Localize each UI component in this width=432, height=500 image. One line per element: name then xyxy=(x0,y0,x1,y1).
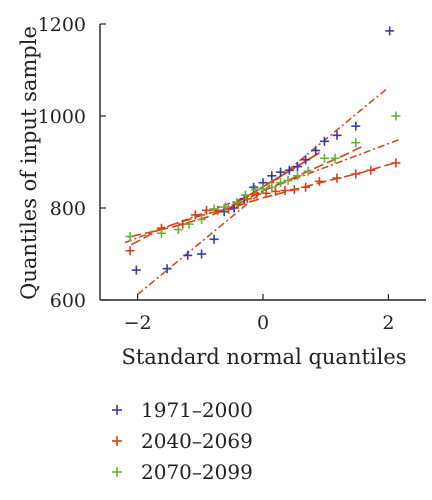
data-point xyxy=(267,182,277,192)
smooth-line xyxy=(130,161,399,246)
data-point xyxy=(284,165,294,175)
y-tick-label: 1200 xyxy=(38,14,86,36)
data-point xyxy=(162,264,172,274)
data-point xyxy=(233,199,243,209)
legend-item: 2070–2099 xyxy=(112,460,253,484)
legend-label: 2040–2069 xyxy=(141,429,253,453)
data-point xyxy=(280,186,290,196)
x-ticks: −2 0 2 xyxy=(124,294,394,334)
y-tick-label: 1000 xyxy=(38,106,86,128)
data-point xyxy=(156,228,166,238)
data-point xyxy=(301,155,311,165)
legend: 1971–2000 2040–2069 2070–2099 xyxy=(112,398,253,484)
data-point xyxy=(366,165,376,175)
data-point xyxy=(131,265,141,275)
data-point xyxy=(301,182,311,192)
data-point xyxy=(173,225,183,235)
data-point xyxy=(252,189,262,199)
data-point xyxy=(276,167,286,177)
legend-label: 2070–2099 xyxy=(141,460,253,484)
data-point xyxy=(303,166,313,176)
data-point xyxy=(351,121,361,131)
y-axis-title: Quantiles of input sample xyxy=(17,26,41,300)
data-point xyxy=(319,153,329,163)
y-tick-label: 800 xyxy=(50,198,86,220)
y-tick-label: 600 xyxy=(50,290,86,312)
data-points xyxy=(125,26,401,275)
data-point xyxy=(125,246,135,256)
data-point xyxy=(385,26,395,36)
x-axis-title: Standard normal quantiles xyxy=(121,345,406,369)
data-point xyxy=(220,202,230,212)
data-point xyxy=(314,176,324,186)
y-ticks: 600 800 1000 1200 xyxy=(38,14,106,312)
data-point xyxy=(267,171,277,181)
data-point xyxy=(283,175,293,185)
data-point xyxy=(332,130,342,140)
smooth-line xyxy=(131,145,364,238)
data-point xyxy=(258,184,268,194)
data-point xyxy=(197,215,207,224)
data-point xyxy=(391,158,401,168)
data-point xyxy=(332,173,342,183)
legend-label: 1971–2000 xyxy=(141,398,253,422)
data-point xyxy=(292,171,302,181)
data-point xyxy=(261,188,271,198)
data-point xyxy=(209,204,219,214)
legend-item: 2040–2069 xyxy=(112,429,253,453)
data-point xyxy=(184,219,194,229)
data-point xyxy=(202,205,212,215)
data-point xyxy=(276,178,286,188)
data-point xyxy=(240,190,250,200)
data-point xyxy=(190,210,200,220)
center-fit-line xyxy=(231,152,320,207)
data-point xyxy=(319,136,329,146)
x-tick-label: −2 xyxy=(124,312,152,334)
data-point xyxy=(351,169,361,179)
data-point xyxy=(250,185,260,195)
data-point xyxy=(232,197,242,207)
data-point xyxy=(311,146,321,155)
axes: −2 0 2 600 800 1000 1200 xyxy=(38,14,426,334)
data-point xyxy=(391,111,401,121)
legend-item: 1971–2000 xyxy=(112,398,253,422)
data-point xyxy=(289,185,299,195)
data-point xyxy=(183,250,193,260)
data-point xyxy=(125,232,135,242)
x-tick-label: 2 xyxy=(382,312,394,334)
data-point xyxy=(209,234,219,244)
fit-line xyxy=(137,86,389,296)
data-point xyxy=(197,249,207,259)
data-point xyxy=(292,162,302,172)
x-tick-label: 0 xyxy=(257,312,269,334)
data-point xyxy=(351,138,361,148)
data-point xyxy=(330,153,340,163)
